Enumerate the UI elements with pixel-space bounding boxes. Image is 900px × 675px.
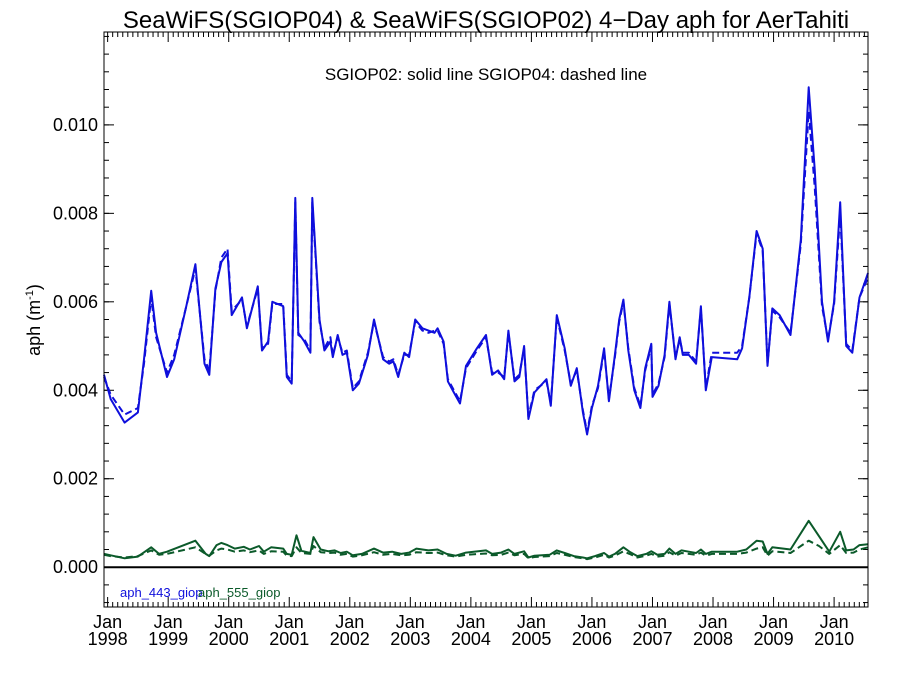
x-tick-month: Jan [820,612,849,632]
y-tick-label: 0.004 [53,380,98,400]
y-tick-label: 0.010 [53,115,98,135]
y-axis-label: aph (m-1) [24,284,44,356]
x-tick-month: Jan [154,612,183,632]
x-tick-year: 2007 [632,629,672,649]
series-line-2 [103,519,869,560]
line-style-annotation: SGIOP02: solid line SGIOP04: dashed line [325,65,647,84]
y-tick-labels: 0.000 0.002 0.004 0.006 0.008 0.010 [53,115,98,577]
x-tick-labels: Jan1998Jan1999Jan2000Jan2001Jan2002Jan20… [88,612,855,649]
y-tick-label: 0.006 [53,292,98,312]
x-tick-year: 2009 [754,629,794,649]
x-tick-month: Jan [335,612,364,632]
x-tick-month: Jan [699,612,728,632]
legend-entry-aph-443: aph_443_giop [120,585,202,600]
x-tick-year: 2004 [451,629,491,649]
x-tick-month: Jan [396,612,425,632]
x-tick-month: Jan [456,612,485,632]
x-tick-year: 2006 [572,629,612,649]
x-tick-month: Jan [759,612,788,632]
x-tick-month: Jan [93,612,122,632]
series-line-0 [103,86,869,436]
y-tick-label: 0.008 [53,203,98,223]
y-axis-label-base: aph (m [24,300,44,356]
y-tick-label: 0.002 [53,469,98,489]
legend-entry-aph-555: aph_555_giop [198,585,280,600]
x-tick-year: 2001 [269,629,309,649]
x-tick-month: Jan [638,612,667,632]
series-line-1 [103,110,869,434]
y-tick-label: 0.000 [53,557,98,577]
y-axis-label-superscript: -1 [24,290,36,300]
tick-marks [104,32,868,607]
x-tick-year: 2010 [814,629,854,649]
x-tick-year: 1998 [88,629,128,649]
x-tick-year: 2000 [209,629,249,649]
x-tick-month: Jan [517,612,546,632]
x-tick-month: Jan [214,612,243,632]
x-tick-month: Jan [275,612,304,632]
x-tick-year: 2002 [330,629,370,649]
x-tick-year: 2005 [511,629,551,649]
chart-title: SeaWiFS(SGIOP04) & SeaWiFS(SGIOP02) 4−Da… [123,7,849,34]
x-tick-year: 2003 [390,629,430,649]
legend: aph_443_giop aph_555_giop [120,585,280,600]
x-tick-month: Jan [577,612,606,632]
series-lines [103,86,869,561]
x-tick-year: 1999 [148,629,188,649]
plot-frame [103,31,869,608]
series-line-3 [103,539,869,561]
x-tick-year: 2008 [693,629,733,649]
y-axis-label-close: ) [24,284,44,290]
